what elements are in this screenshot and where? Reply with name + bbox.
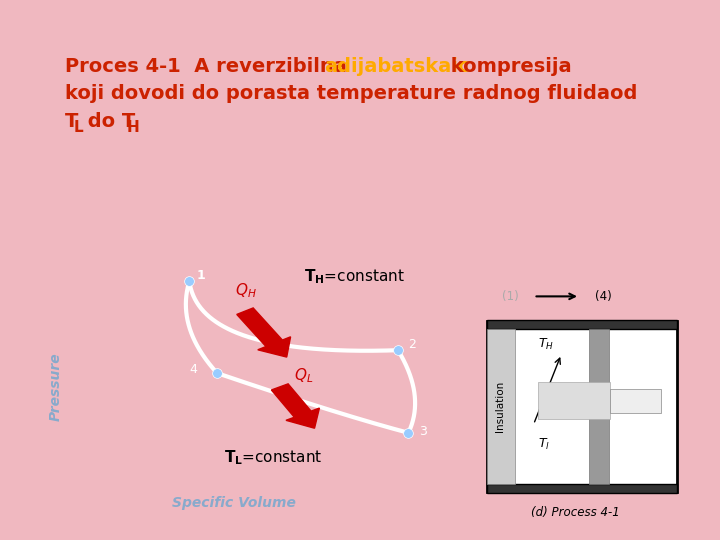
FancyArrow shape	[271, 384, 320, 428]
Text: (1): (1)	[502, 290, 518, 303]
Text: adijabatskaic: adijabatskaic	[324, 57, 469, 76]
FancyBboxPatch shape	[589, 329, 609, 484]
Text: Insulation: Insulation	[495, 381, 505, 433]
Text: $\mathbf{T_H}$=constant: $\mathbf{T_H}$=constant	[304, 267, 405, 286]
Text: H: H	[127, 120, 140, 135]
FancyBboxPatch shape	[487, 329, 515, 484]
Text: 2: 2	[408, 338, 416, 351]
Text: koji dovodi do porasta temperature radnog fluidaod: koji dovodi do porasta temperature radno…	[65, 84, 637, 103]
Text: Pressure: Pressure	[49, 353, 63, 421]
FancyBboxPatch shape	[610, 389, 660, 413]
Text: (d) Process 4-1: (d) Process 4-1	[531, 506, 620, 519]
FancyBboxPatch shape	[487, 484, 678, 492]
FancyArrow shape	[237, 308, 291, 357]
Text: Specific Volume: Specific Volume	[172, 496, 296, 510]
FancyBboxPatch shape	[487, 320, 678, 329]
Text: $T_l$: $T_l$	[538, 437, 550, 452]
Text: Proces 4-1  A reverzibilna: Proces 4-1 A reverzibilna	[65, 57, 354, 76]
Text: $\mathbf{T_L}$=constant: $\mathbf{T_L}$=constant	[224, 449, 323, 467]
Text: do T: do T	[81, 112, 135, 131]
Text: L: L	[73, 120, 83, 135]
Text: 4: 4	[189, 363, 197, 376]
Text: T: T	[65, 112, 78, 131]
Text: $Q_H$: $Q_H$	[235, 281, 256, 300]
FancyBboxPatch shape	[538, 382, 610, 420]
Text: $Q_L$: $Q_L$	[294, 366, 313, 384]
Text: (4): (4)	[595, 290, 611, 303]
Text: 1: 1	[197, 269, 205, 282]
Text: 3: 3	[419, 425, 427, 438]
FancyBboxPatch shape	[487, 321, 678, 492]
Text: kompresija: kompresija	[444, 57, 572, 76]
Text: $T_H$: $T_H$	[538, 336, 554, 352]
